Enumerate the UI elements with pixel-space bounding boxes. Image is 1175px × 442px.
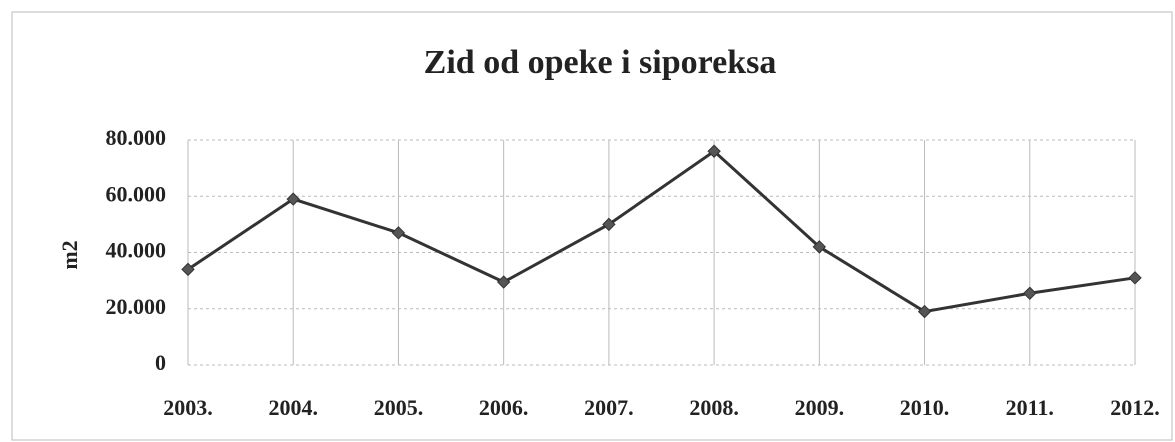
marker <box>602 217 616 232</box>
y-tick-label: 60.000 <box>106 181 167 206</box>
x-tick-label: 2010. <box>900 395 950 420</box>
y-tick-label: 0 <box>155 350 166 375</box>
marker <box>1128 271 1142 285</box>
marker <box>917 304 932 319</box>
x-tick-label: 2008. <box>689 395 739 420</box>
x-tick-label: 2007. <box>584 395 634 420</box>
marker <box>707 144 721 158</box>
x-tick-label: 2003. <box>163 395 213 420</box>
marker <box>181 262 195 277</box>
x-tick-label: 2005. <box>374 395 424 420</box>
x-tick-label: 2004. <box>268 395 318 420</box>
marker <box>286 192 300 206</box>
frame <box>11 11 1173 441</box>
line <box>187 149 1136 314</box>
marker <box>391 226 406 240</box>
chart-title: Zid od opeke i siporeksa <box>424 44 777 81</box>
y-tick-label: 20.000 <box>106 294 167 319</box>
x-tick-label: 2012. <box>1110 395 1160 420</box>
marker <box>496 275 511 289</box>
marker <box>1023 286 1037 300</box>
y-tick-label: 40.000 <box>106 238 167 263</box>
y-axis-label: m2 <box>57 240 82 269</box>
x-tick-label: 2006. <box>479 395 529 420</box>
x-tick-label: 2009. <box>795 395 845 420</box>
x-tick-label: 2011. <box>1006 395 1054 420</box>
marker <box>812 240 827 254</box>
y-tick-label: 80.000 <box>106 125 167 150</box>
